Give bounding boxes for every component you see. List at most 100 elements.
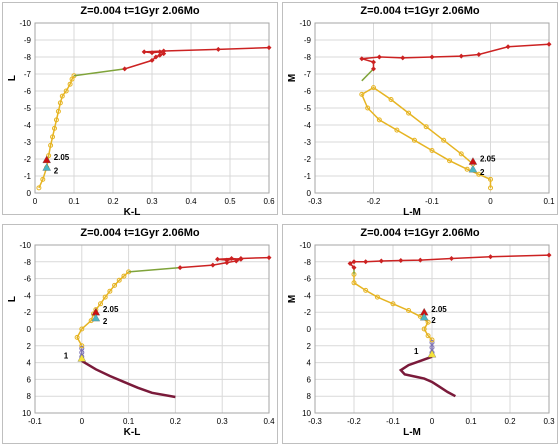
y-tick-label: -10	[299, 241, 311, 250]
data-point	[157, 49, 163, 55]
x-tick-label: -0.3	[308, 197, 322, 206]
x-tick-label: 0.3	[543, 417, 555, 426]
data-point	[388, 97, 394, 102]
y-tick-label: -6	[24, 275, 32, 284]
x-tick-label: 0.5	[224, 197, 236, 206]
marker-label: 2.05	[431, 305, 447, 314]
y-tick-label: -1	[304, 172, 312, 181]
y-tick-label: -4	[304, 291, 312, 300]
data-point	[238, 255, 244, 261]
data-point	[376, 54, 382, 60]
x-tick-label: 0	[33, 197, 38, 206]
y-tick-label: 0	[27, 189, 32, 198]
marker-triangle	[42, 163, 51, 171]
data-point	[98, 301, 104, 307]
y-tick-label: 4	[27, 359, 32, 368]
data-point	[371, 85, 376, 91]
data-point	[40, 176, 46, 182]
y-tick-label: -2	[304, 308, 312, 317]
data-point	[505, 44, 511, 50]
data-point	[406, 110, 412, 116]
y-tick-label: -5	[304, 104, 312, 113]
data-point	[102, 294, 108, 300]
y-tick-label: -4	[24, 121, 32, 130]
data-point	[224, 257, 230, 263]
data-point	[149, 50, 155, 56]
data-point	[429, 339, 435, 345]
data-point	[351, 280, 357, 286]
y-tick-label: -8	[304, 258, 312, 267]
marker-label: 2	[431, 316, 436, 325]
data-point	[374, 294, 380, 300]
x-tick-label: -0.1	[425, 197, 439, 206]
data-point	[398, 258, 404, 264]
x-axis-label: K-L	[124, 207, 141, 218]
chart-title: Z=0.004 t=1Gyr 2.06Mo	[360, 227, 480, 239]
data-point	[546, 252, 552, 258]
y-tick-label: 6	[307, 375, 312, 384]
x-tick-label: 0.4	[263, 417, 275, 426]
plot-frame	[34, 244, 270, 414]
series-line-0	[398, 355, 456, 398]
chart-panel-bottom-left: Z=0.004 t=1Gyr 2.06Mo 10 8 6 4 2 0 -2 -4 -6 -8 -10…	[2, 224, 278, 444]
series-line-2	[361, 43, 550, 69]
data-point	[546, 41, 552, 47]
data-point	[371, 66, 376, 72]
chart-plot: 0 -1 -2 -3 -4 -5 -6 -7 -8 -9 -10 -0.3 -0.2 -0.1 0 0.1 L-…	[287, 19, 555, 218]
y-tick-label: -7	[304, 70, 312, 79]
x-tick-label: -0.1	[28, 417, 42, 426]
data-point	[394, 127, 400, 133]
x-tick-label: -0.3	[308, 417, 322, 426]
x-tick-label: 0.1	[123, 417, 135, 426]
data-point	[476, 171, 482, 177]
y-tick-label: -3	[24, 138, 32, 147]
x-tick-label: 0.2	[504, 417, 516, 426]
data-point	[121, 273, 127, 279]
data-point	[351, 259, 357, 265]
x-tick-label: 0.2	[170, 417, 182, 426]
x-tick-label: 0.1	[543, 197, 555, 206]
x-tick-label: 0	[430, 417, 435, 426]
y-axis-label: M	[287, 74, 298, 82]
plot-frame	[314, 244, 550, 414]
y-tick-label: 2	[307, 342, 312, 351]
marker-triangle	[77, 354, 87, 362]
y-tick-label: 0	[27, 325, 32, 334]
x-tick-label: 0.3	[146, 197, 158, 206]
data-point	[423, 124, 429, 130]
data-point	[458, 53, 464, 59]
data-point	[116, 277, 122, 283]
data-point	[57, 100, 63, 106]
y-tick-label: 0	[307, 189, 312, 198]
x-tick-label: 0.1	[68, 197, 80, 206]
data-point	[371, 59, 376, 65]
data-point	[157, 52, 163, 58]
data-point	[351, 265, 357, 271]
data-point	[63, 88, 69, 94]
y-tick-label: -6	[304, 275, 312, 284]
data-point	[429, 148, 435, 153]
data-point	[266, 255, 272, 261]
y-tick-label: -8	[304, 53, 312, 62]
data-point	[161, 48, 167, 54]
y-tick-label: -6	[24, 87, 32, 96]
marker-triangle	[427, 349, 437, 358]
data-point	[363, 259, 369, 265]
chart-title: Z=0.004 t=1Gyr 2.06Mo	[80, 227, 200, 239]
x-axis-label: L-M	[403, 207, 421, 218]
data-point	[359, 91, 365, 97]
y-axis-label: M	[287, 295, 298, 303]
marker-label: 2	[54, 167, 59, 176]
data-point	[79, 343, 85, 349]
marker-triangle	[468, 164, 478, 173]
y-tick-label: 10	[302, 409, 311, 418]
y-tick-label: -2	[24, 308, 32, 317]
data-point	[476, 51, 482, 57]
data-point	[210, 262, 216, 268]
y-tick-label: -10	[19, 19, 31, 28]
data-point	[46, 153, 52, 159]
data-point	[363, 287, 369, 293]
data-point	[48, 142, 54, 148]
y-tick-label: 0	[307, 325, 312, 334]
y-tick-label: -10	[299, 19, 311, 28]
